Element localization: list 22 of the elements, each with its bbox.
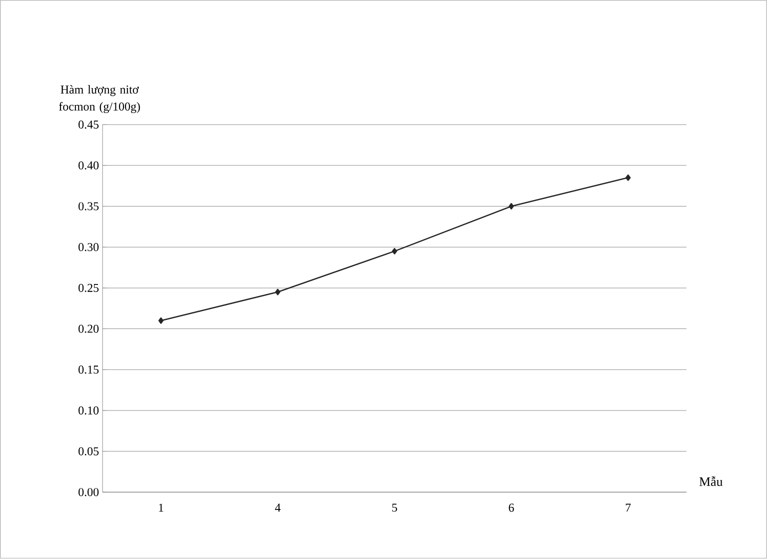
x-axis-title: Mẫu (699, 476, 723, 486)
x-tick-label: 6 (508, 504, 514, 512)
point (392, 248, 398, 255)
y-tick-label: 0.45 (78, 120, 99, 129)
y-axis-title: Hàm lượng nitơ focmon (g/100g) (59, 85, 140, 114)
point (625, 174, 631, 182)
point (275, 288, 280, 296)
x-tick-label: 5 (392, 504, 398, 512)
x-tick-label: 4 (274, 504, 281, 512)
y-tick-label: 0.40 (78, 162, 99, 170)
point (508, 203, 514, 210)
y-tick-label: 0.25 (78, 284, 99, 292)
y-tick-label: 0.10 (78, 406, 99, 415)
x-tick-label: 1 (159, 504, 164, 512)
y-tick-label: 0.35 (78, 202, 99, 211)
x-tick-label: 7 (626, 504, 631, 512)
y-tick-label: 0.20 (78, 324, 99, 334)
point (158, 318, 164, 324)
y-tick-label: 0.30 (78, 243, 99, 252)
y-tick-label: 0.05 (78, 447, 99, 456)
y-tick-label: 0.15 (78, 366, 99, 374)
y-tick-label: 0.00 (78, 488, 99, 496)
